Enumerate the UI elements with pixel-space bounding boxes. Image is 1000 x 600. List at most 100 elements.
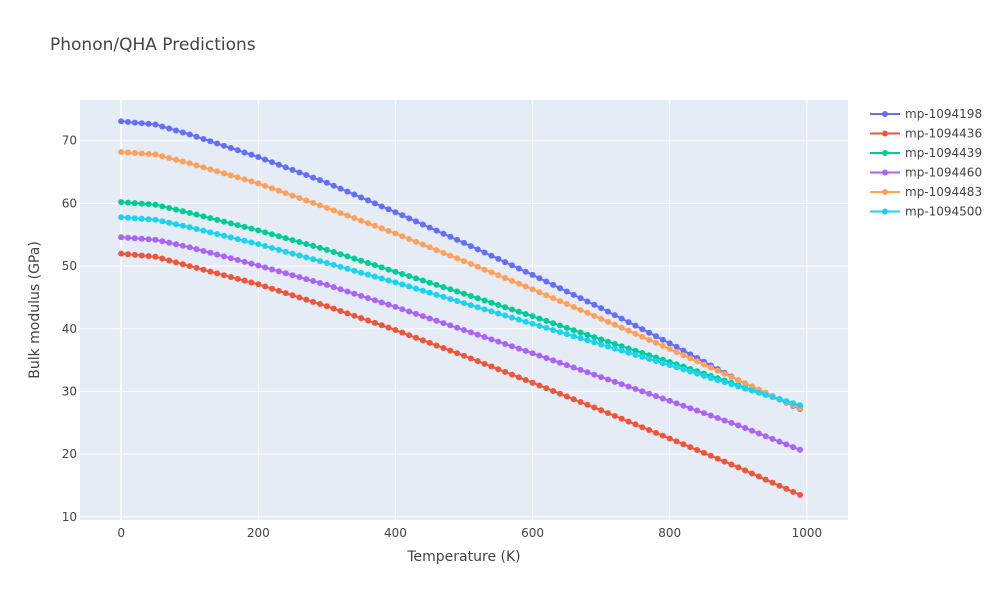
data-point	[591, 339, 598, 346]
legend-item[interactable]: mp-1094436	[870, 127, 982, 141]
legend-item[interactable]: mp-1094198	[870, 107, 982, 121]
data-point	[186, 244, 193, 251]
data-point	[323, 246, 330, 253]
data-point	[419, 277, 426, 284]
data-point	[214, 140, 221, 147]
data-point	[673, 400, 680, 407]
data-point	[399, 270, 406, 277]
data-point	[433, 227, 440, 234]
data-point	[577, 306, 584, 313]
data-point	[419, 221, 426, 228]
data-point	[207, 215, 214, 222]
data-point	[289, 237, 296, 244]
data-point	[481, 334, 488, 341]
data-point	[241, 223, 248, 230]
data-point	[289, 272, 296, 279]
data-point	[193, 133, 200, 140]
data-point	[344, 310, 351, 317]
series-line	[121, 252, 801, 496]
data-point	[317, 279, 323, 286]
data-point	[152, 236, 159, 243]
y-tick-label: 40	[62, 322, 77, 336]
data-point	[214, 231, 221, 238]
data-point	[591, 301, 598, 308]
data-point	[461, 290, 467, 297]
x-tick-label: 800	[658, 526, 681, 540]
data-point	[611, 345, 618, 352]
data-point	[742, 380, 749, 387]
data-point	[687, 355, 694, 362]
data-point	[515, 308, 522, 315]
data-point	[728, 374, 735, 381]
data-point	[118, 214, 125, 221]
data-point	[186, 209, 193, 216]
data-point	[749, 427, 755, 434]
data-point	[509, 343, 515, 350]
data-point	[611, 340, 618, 347]
data-point	[659, 342, 666, 349]
data-point	[440, 284, 447, 291]
data-point	[413, 285, 419, 292]
data-point	[227, 220, 234, 227]
data-point	[371, 200, 378, 207]
data-point	[275, 246, 282, 253]
data-point	[687, 405, 694, 412]
data-point	[598, 374, 605, 381]
legend-item[interactable]: mp-1094483	[870, 185, 982, 199]
data-point	[790, 400, 797, 407]
data-point	[762, 391, 769, 398]
data-point	[378, 299, 385, 306]
data-point	[673, 438, 680, 445]
data-point	[330, 284, 337, 291]
data-point	[378, 225, 385, 232]
data-point	[502, 275, 509, 282]
data-point	[371, 273, 378, 280]
data-point	[625, 383, 632, 390]
data-point	[173, 259, 179, 266]
data-point	[344, 188, 351, 195]
data-point	[659, 395, 666, 402]
series-line	[121, 216, 801, 407]
data-point	[179, 208, 186, 215]
data-point	[742, 425, 749, 432]
data-point	[433, 342, 440, 349]
data-point	[591, 404, 598, 411]
data-point	[406, 332, 413, 339]
data-point	[769, 393, 776, 400]
data-point	[145, 201, 152, 208]
data-point	[125, 214, 131, 221]
data-point	[707, 452, 714, 459]
legend[interactable]: mp-1094198 mp-1094436 mp-1094439 mp-1094460…	[870, 107, 982, 219]
legend-item[interactable]: mp-1094439	[870, 146, 982, 160]
data-point	[173, 221, 179, 228]
data-point	[234, 222, 241, 229]
data-point	[214, 270, 221, 277]
data-point	[152, 151, 159, 158]
data-point	[632, 385, 639, 392]
data-point	[509, 306, 515, 313]
data-point	[536, 315, 543, 322]
data-point	[221, 142, 227, 149]
data-point	[646, 390, 653, 397]
data-point	[488, 299, 495, 306]
data-point	[714, 367, 721, 374]
data-point	[344, 288, 351, 295]
data-point	[769, 435, 776, 442]
x-axis-ticks: 0 200 400 600 800 1000	[117, 526, 822, 540]
data-point	[255, 154, 262, 161]
data-point	[303, 197, 310, 204]
data-point	[515, 265, 522, 272]
data-point	[495, 255, 502, 262]
data-point	[289, 166, 296, 173]
legend-item[interactable]: mp-1094460	[870, 166, 982, 180]
data-point	[625, 319, 632, 326]
data-point	[262, 182, 269, 189]
data-point	[502, 259, 509, 266]
data-point	[694, 370, 701, 377]
data-point	[797, 491, 803, 498]
series-mp-1094439	[118, 199, 803, 410]
data-point	[227, 145, 234, 152]
legend-item[interactable]: mp-1094500	[870, 205, 982, 219]
data-point	[166, 257, 173, 264]
data-point	[200, 164, 207, 171]
